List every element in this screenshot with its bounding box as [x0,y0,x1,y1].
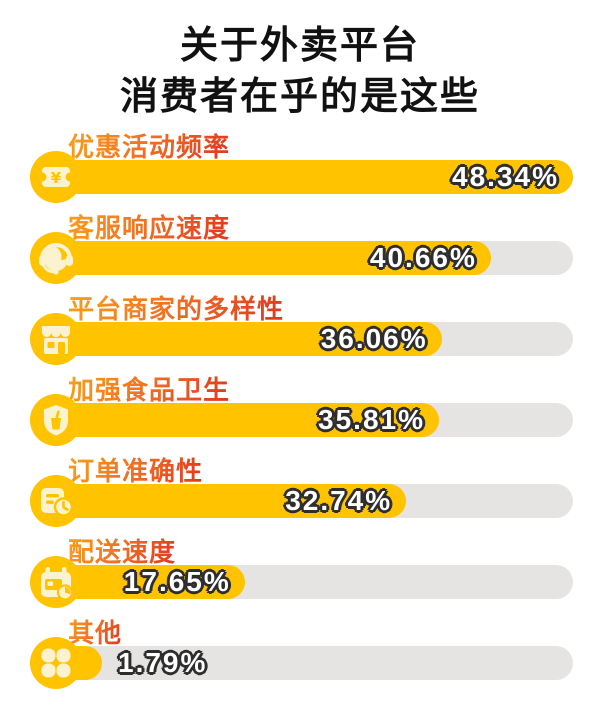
category-label: 客服响应速度 [68,208,230,245]
bar-fill: 35.81% [56,403,439,437]
value-label: 1.79% [118,647,208,678]
flower-other-icon [30,637,82,689]
bar-area: 36.06% [56,322,573,356]
category-label: 配送速度 [68,532,176,569]
value-label: 36.06% [320,323,428,354]
bar-area: 32.74% [56,484,573,518]
bar-track: 1.79% [56,646,573,680]
category-label: 订单准确性 [68,451,203,488]
category-label: 优惠活动频率 [68,127,230,164]
coupon-ticket-icon: ¥ [30,151,82,203]
bar-area: 17.65% [56,565,573,599]
bar-fill: 36.06% [56,322,442,356]
chart-row-service-response: 客服响应速度 40.66% [0,208,600,284]
chart-row-order-accuracy: 订单准确性 32.74% [0,451,600,527]
bar-area: 40.66% [56,241,573,275]
value-label: 40.66% [369,242,477,273]
delivery-calendar-clock-icon [30,556,82,608]
page-title: 关于外卖平台 消费者在乎的是这些 [0,21,600,123]
order-clock-icon [30,475,82,527]
bar-fill: 32.74% [56,484,407,518]
bar-fill: 40.66% [56,241,491,275]
chart-row-other: 其他 1.79% [0,613,600,689]
category-label: 其他 [68,613,122,650]
value-label: 48.34% [452,161,559,192]
chart-row-delivery-speed: 配送速度 17.65% [0,532,600,608]
bar-fill: 17.65% [56,565,245,599]
bar-area: 1.79% [56,646,573,680]
value-label: 17.65% [123,566,231,597]
chart-row-merchant-variety: 平台商家的多样性 36.06% [0,289,600,365]
customer-service-headset-icon [30,232,82,284]
bar-fill: 48.34% [56,160,573,194]
svg-text:¥: ¥ [51,169,62,187]
storefront-icon [30,313,82,365]
value-label: 32.74% [285,485,393,516]
chart-row-food-hygiene: 加强食品卫生 35.81% [0,370,600,446]
value-label: 35.81% [318,404,425,435]
page-title-line2: 消费者在乎的是这些 [119,75,480,118]
hygiene-shield-icon [30,394,82,446]
category-label: 平台商家的多样性 [68,289,284,326]
bar-chart: 优惠活动频率 48.34% ¥ 客服响应速度 [0,127,600,694]
category-label: 加强食品卫生 [68,370,230,407]
page-title-line1: 关于外卖平台 [179,25,420,67]
chart-row-discount-frequency: 优惠活动频率 48.34% ¥ [0,127,600,203]
bar-area: 48.34% [56,160,573,194]
bar-area: 35.81% [56,403,573,437]
